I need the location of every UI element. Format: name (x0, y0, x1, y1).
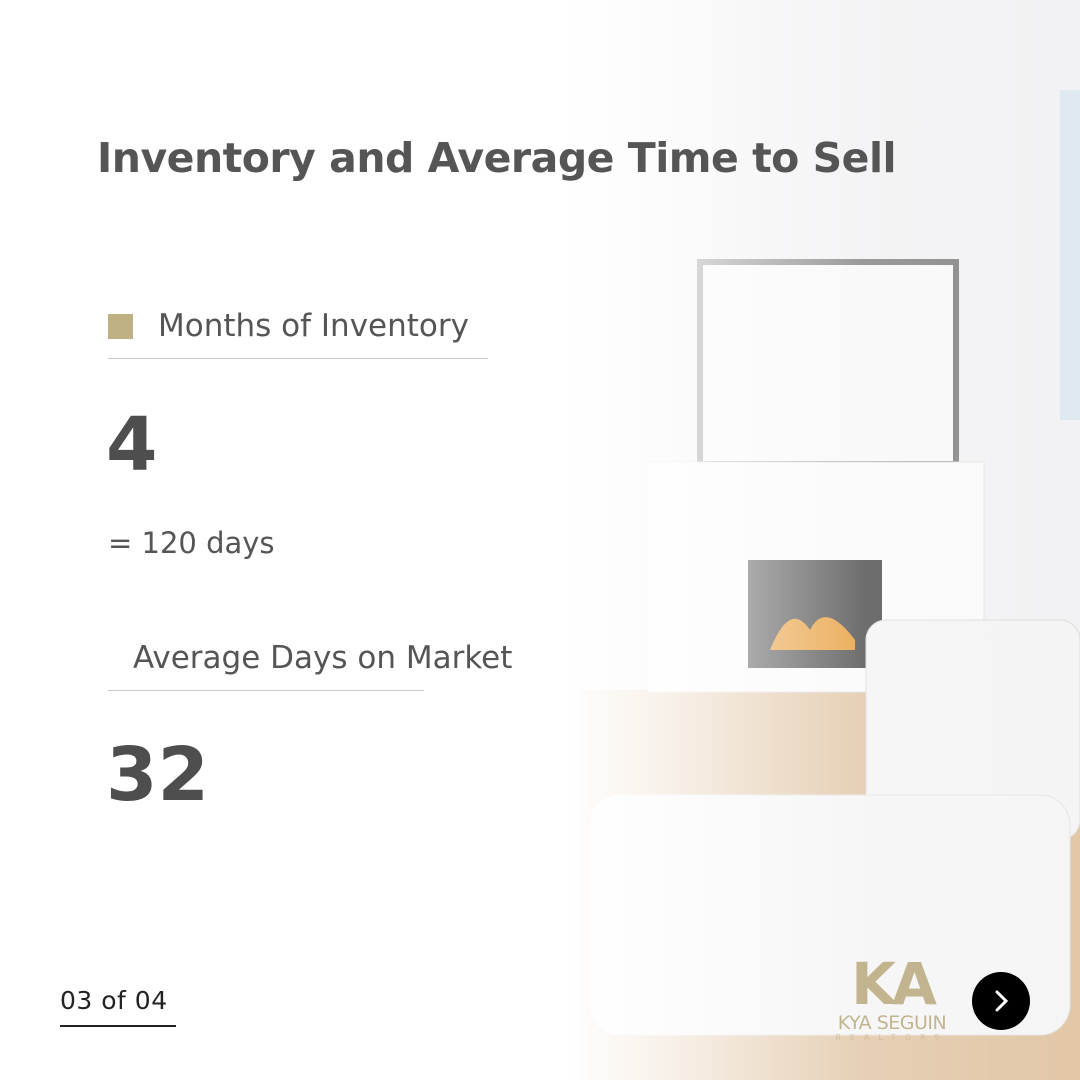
metric-label-text: Average Days on Market (133, 640, 513, 676)
logo-name: KYA SEGUIN (837, 1012, 947, 1034)
chevron-right-icon (995, 990, 1009, 1012)
metric-label-average-days-on-market: Average Days on Market (108, 640, 512, 691)
metric-label-months-of-inventory: Months of Inventory (108, 308, 488, 359)
gold-square-icon (108, 313, 133, 339)
next-slide-button[interactable] (972, 972, 1030, 1030)
metric-label-text: Months of Inventory (158, 308, 469, 344)
logo-subtitle: REALTORS (835, 1033, 949, 1042)
page-indicator: 03 of 04 (60, 986, 176, 1027)
months-of-inventory-value: 4 (106, 402, 158, 488)
months-in-days-note: = 120 days (108, 526, 275, 560)
kya-seguin-logo: KA KYA SEGUIN REALTORS (832, 955, 952, 1042)
page-title: Inventory and Average Time to Sell (97, 134, 897, 182)
logo-mark: KA (851, 950, 937, 1018)
average-days-on-market-value: 32 (106, 732, 209, 818)
